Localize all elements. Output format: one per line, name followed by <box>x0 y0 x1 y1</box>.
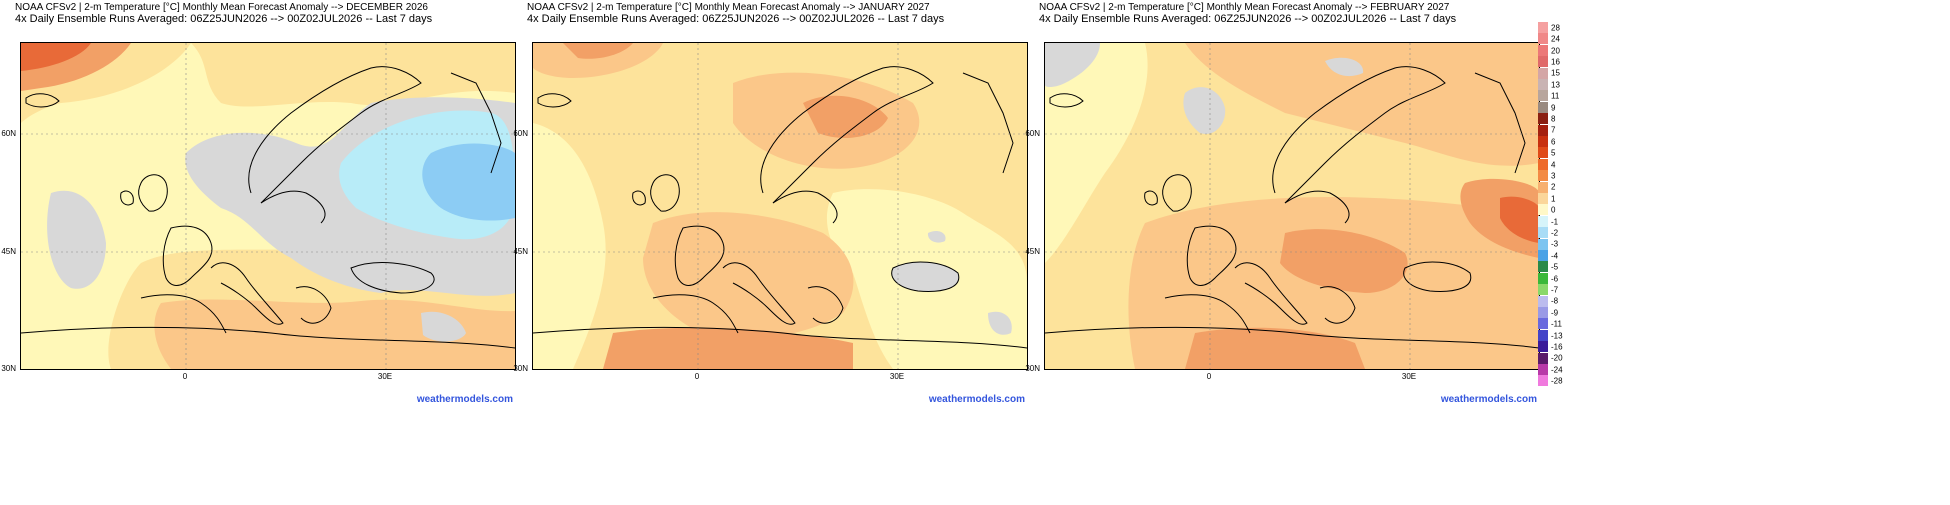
legend-swatch <box>1538 364 1548 375</box>
legend-swatch <box>1538 136 1548 147</box>
panel-subtitle: 4x Daily Ensemble Runs Averaged: 06Z25JU… <box>1039 13 1457 25</box>
legend-level-label: -3 <box>1551 239 1559 249</box>
panel-subtitle: 4x Daily Ensemble Runs Averaged: 06Z25JU… <box>527 13 945 25</box>
legend-level-label: -6 <box>1551 274 1559 283</box>
legend-level-label: -13 <box>1551 331 1563 340</box>
legend-level-label: 9 <box>1551 103 1556 112</box>
legend-swatch <box>1538 147 1548 159</box>
legend-swatch <box>1538 67 1548 79</box>
panel-subtitle: 4x Daily Ensemble Runs Averaged: 06Z25JU… <box>15 13 433 25</box>
legend-level-label: 4 <box>1551 160 1556 169</box>
legend-level-label: -20 <box>1551 353 1563 363</box>
credit-link[interactable]: weathermodels.com <box>928 394 1025 405</box>
legend-swatch <box>1538 193 1548 204</box>
credit-link[interactable]: weathermodels.com <box>1440 394 1537 405</box>
legend-level-label: 11 <box>1551 91 1560 101</box>
legend-swatch <box>1538 375 1548 387</box>
lat-label-45n: 45N <box>1 247 16 256</box>
legend-swatch <box>1538 284 1548 296</box>
legend-swatch <box>1538 90 1548 102</box>
credit-link[interactable]: weathermodels.com <box>416 394 513 405</box>
legend-level-label: 2 <box>1551 182 1556 192</box>
legend-level-label: 20 <box>1551 46 1560 55</box>
legend-level-label: 15 <box>1551 68 1560 78</box>
legend-level-label: -16 <box>1551 342 1563 352</box>
legend-swatch <box>1538 204 1548 216</box>
legend-level-label: 5 <box>1551 148 1556 158</box>
legend-swatch <box>1538 79 1548 90</box>
panel-title: NOAA CFSv2 | 2-m Temperature [°C] Monthl… <box>1039 2 1450 13</box>
lat-label-30n: 30N <box>1 364 16 373</box>
legend-level-label: 24 <box>1551 34 1560 44</box>
legend-swatch <box>1538 307 1548 318</box>
legend-swatch <box>1538 295 1548 307</box>
legend-level-label: 7 <box>1551 125 1556 135</box>
legend-level-label: -4 <box>1551 251 1559 261</box>
legend-swatch <box>1538 170 1548 182</box>
legend-swatch <box>1538 329 1548 341</box>
legend-swatch <box>1538 33 1548 45</box>
legend-swatch <box>1538 158 1548 170</box>
legend-level-label: 6 <box>1551 137 1556 147</box>
legend-swatch <box>1538 250 1548 261</box>
legend-swatch <box>1538 181 1548 193</box>
lat-label-30n: 30N <box>513 364 528 373</box>
anomaly-field <box>21 43 515 369</box>
legend-swatch <box>1538 124 1548 136</box>
legend-swatch <box>1538 352 1548 364</box>
legend-swatch <box>1538 227 1548 239</box>
map-february <box>1044 42 1540 370</box>
legend-level-label: 0 <box>1551 205 1556 215</box>
panel-title: NOAA CFSv2 | 2-m Temperature [°C] Monthl… <box>15 2 428 13</box>
panel-title: NOAA CFSv2 | 2-m Temperature [°C] Monthl… <box>527 2 930 13</box>
legend-level-label: -5 <box>1551 262 1559 272</box>
anomaly-field <box>1045 43 1539 369</box>
legend-level-label: 16 <box>1551 57 1560 67</box>
legend-swatch <box>1538 261 1548 273</box>
map-december <box>20 42 516 370</box>
lon-label-0: 0 <box>182 372 188 381</box>
lon-label-30e: 30E <box>889 372 905 381</box>
legend-level-label: 1 <box>1551 194 1556 204</box>
lat-label-60n: 60N <box>1025 129 1040 138</box>
panel-january: NOAA CFSv2 | 2-m Temperature [°C] Monthl… <box>512 0 1028 505</box>
legend-level-label: -9 <box>1551 308 1559 318</box>
legend-level-label: -7 <box>1551 285 1559 295</box>
lat-label-60n: 60N <box>513 129 528 138</box>
legend-swatch <box>1538 22 1548 33</box>
legend-level-label: -24 <box>1551 365 1563 375</box>
lat-label-60n: 60N <box>1 129 16 138</box>
legend-level-label: 28 <box>1551 23 1560 33</box>
legend-swatch <box>1538 56 1548 68</box>
legend-swatch <box>1538 272 1548 284</box>
legend-level-label: -2 <box>1551 228 1559 238</box>
legend-level-label: -11 <box>1551 319 1562 329</box>
anomaly-field <box>533 43 1027 369</box>
panel-december: NOAA CFSv2 | 2-m Temperature [°C] Monthl… <box>0 0 516 505</box>
lat-label-30n: 30N <box>1025 364 1040 373</box>
legend-level-label: -28 <box>1551 376 1563 386</box>
legend-swatch <box>1538 113 1548 125</box>
lon-label-30e: 30E <box>377 372 393 381</box>
panel-february: NOAA CFSv2 | 2-m Temperature [°C] Monthl… <box>1024 0 1540 505</box>
legend-level-label: 8 <box>1551 114 1556 124</box>
lon-label-30e: 30E <box>1401 372 1417 381</box>
legend-level-label: 3 <box>1551 171 1556 181</box>
legend-swatch <box>1538 238 1548 250</box>
legend-level-label: -8 <box>1551 296 1559 306</box>
map-january <box>532 42 1028 370</box>
lon-label-0: 0 <box>1206 372 1212 381</box>
legend-level-label: 13 <box>1551 80 1560 90</box>
lat-label-45n: 45N <box>513 247 528 256</box>
lon-label-0: 0 <box>694 372 700 381</box>
lat-label-45n: 45N <box>1025 247 1040 256</box>
legend-swatch <box>1538 215 1548 227</box>
legend-swatch <box>1538 341 1548 353</box>
legend-swatch <box>1538 101 1548 113</box>
legend-level-label: -1 <box>1551 217 1559 226</box>
legend-swatch <box>1538 44 1548 56</box>
legend-swatch <box>1538 318 1548 330</box>
